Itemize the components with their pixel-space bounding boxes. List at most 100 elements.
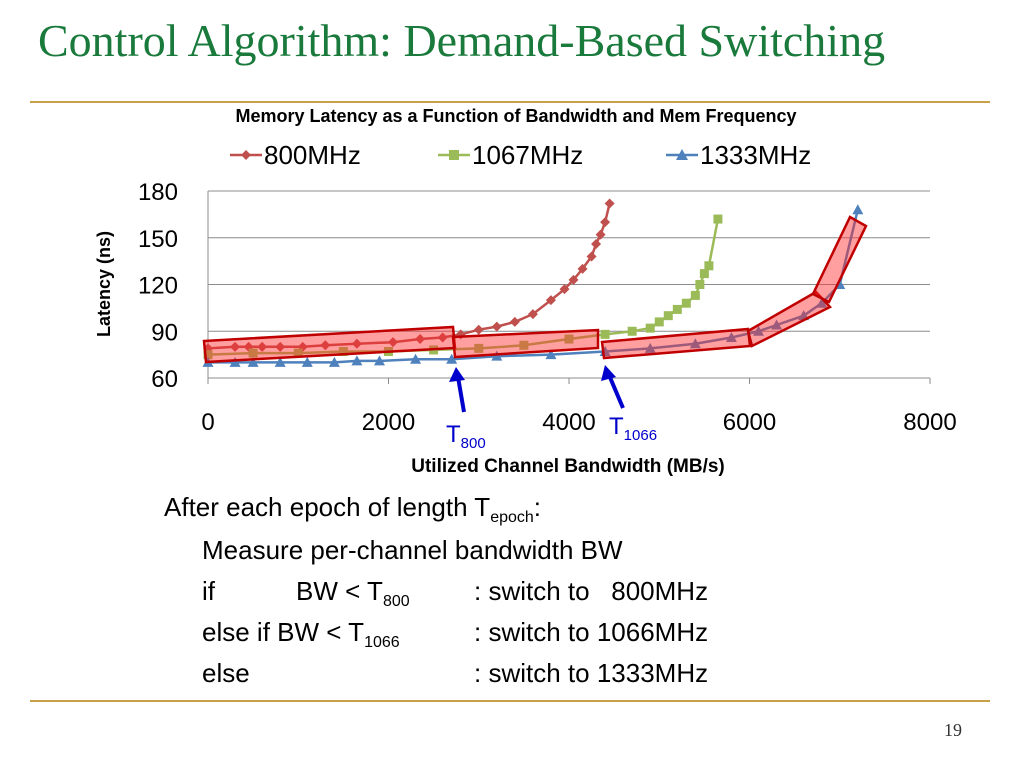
y-tick-label: 150: [138, 226, 178, 253]
data-point: [725, 331, 737, 342]
x-axis-label: Utilized Channel Bandwidth (MB/s): [411, 456, 725, 477]
arrow-shaft-1066: [607, 374, 625, 409]
data-point: [644, 342, 656, 353]
top-divider: [30, 101, 990, 103]
y-tick-label: 180: [138, 179, 178, 206]
legend: 800MHz 1067MHz 1333MHz: [230, 140, 811, 170]
data-point: [230, 341, 241, 352]
data-point: [415, 334, 426, 345]
data-point: [595, 229, 606, 240]
data-point: [695, 280, 705, 289]
data-point: [388, 337, 399, 348]
data-point: [600, 217, 611, 228]
y-axis-label: Latency (ns): [94, 231, 114, 337]
legend-marker-800: [241, 150, 251, 160]
data-point: [247, 356, 259, 367]
data-point: [690, 290, 700, 300]
data-point: [491, 350, 503, 361]
data-point: [816, 297, 828, 308]
algo-else-keyword: else: [202, 658, 250, 688]
t1066-label: T1066: [609, 413, 657, 444]
x-tick-label: 8000: [903, 409, 956, 436]
data-point: [446, 353, 458, 364]
data-point: [600, 329, 610, 339]
t1066-sub: 1066: [624, 427, 657, 444]
data-point: [293, 348, 303, 358]
x-axis-ticks: 0 2000 4000 6000 8000: [201, 378, 957, 436]
y-tick-label: 120: [138, 273, 178, 300]
data-point: [491, 321, 502, 332]
legend-marker-1067: [449, 150, 459, 160]
legend-label-1333: 1333MHz: [700, 140, 811, 170]
x-tick-label: 4000: [542, 409, 595, 436]
series-line: [207, 203, 611, 350]
data-point: [203, 350, 213, 360]
data-point: [545, 349, 557, 360]
series-1333MHz: [202, 204, 864, 367]
highlight-box-800: [202, 325, 457, 364]
data-point: [320, 340, 331, 351]
y-tick-label: 90: [151, 319, 178, 346]
bottom-divider: [30, 700, 990, 702]
threshold-annotations: T800 T1066: [446, 365, 657, 452]
highlight-box-1333-low: [600, 327, 752, 360]
data-point: [564, 334, 574, 344]
data-point: [328, 356, 340, 367]
data-point: [229, 356, 241, 367]
algo-line-measure: Measure per-channel bandwidth BW: [202, 535, 623, 565]
page-number: 19: [944, 720, 962, 740]
algo-if-condition: BW < T800: [296, 576, 410, 611]
data-point: [519, 340, 529, 350]
algo-elseif-condition: else if BW < T1066: [202, 617, 400, 652]
data-point: [274, 356, 286, 367]
data-point: [301, 356, 313, 367]
data-point: [257, 341, 268, 352]
data-point: [509, 316, 520, 327]
data-point: [699, 269, 709, 279]
algo-if-action: : switch to 800MHz: [474, 576, 709, 606]
data-point: [627, 326, 637, 336]
data-point: [410, 353, 422, 364]
data-point: [645, 323, 655, 333]
highlight-box-1333-high: [811, 215, 868, 304]
data-point: [373, 355, 385, 366]
data-point: [753, 325, 765, 336]
series-800MHz: [203, 198, 615, 354]
x-tick-label: 0: [201, 409, 214, 436]
data-point: [248, 348, 258, 358]
data-point: [663, 311, 673, 321]
data-point: [771, 319, 783, 330]
data-point: [338, 347, 348, 357]
y-tick-label: 60: [151, 366, 178, 393]
highlight-boxes: [202, 215, 868, 364]
series-line: [208, 209, 860, 364]
algo-elseif-action: : switch to 1066MHz: [474, 617, 709, 647]
data-point: [473, 324, 484, 335]
arrow-head-1066: [601, 365, 616, 381]
data-point: [586, 251, 597, 262]
data-point: [351, 338, 362, 349]
highlight-box-1333-mid: [746, 290, 833, 348]
data-point: [713, 214, 723, 224]
series-lines: [202, 198, 864, 367]
slide-title: Control Algorithm: Demand-Based Switchin…: [38, 15, 886, 66]
legend-label-1067: 1067MHz: [472, 140, 583, 170]
y-axis-ticks: 60 90 120 150 180: [138, 179, 178, 393]
arrow-shaft-800: [456, 376, 466, 413]
arrow-head-800: [449, 367, 465, 382]
data-point: [654, 317, 664, 327]
data-point: [559, 284, 570, 295]
algo-else-action: : switch to 1333MHz: [474, 658, 709, 688]
data-point: [672, 304, 682, 314]
data-point: [852, 204, 864, 215]
data-point: [591, 238, 602, 249]
data-point: [351, 355, 363, 366]
algo-intro: After each epoch of length Tepoch:: [164, 492, 542, 527]
x-tick-label: 2000: [362, 409, 415, 436]
x-tick-label: 6000: [723, 409, 776, 436]
highlight-box-1067: [451, 328, 600, 359]
latency-chart: Memory Latency as a Function of Bandwidt…: [94, 106, 957, 477]
chart-title: Memory Latency as a Function of Bandwidt…: [235, 106, 796, 126]
data-point: [474, 343, 484, 353]
data-point: [437, 332, 448, 343]
